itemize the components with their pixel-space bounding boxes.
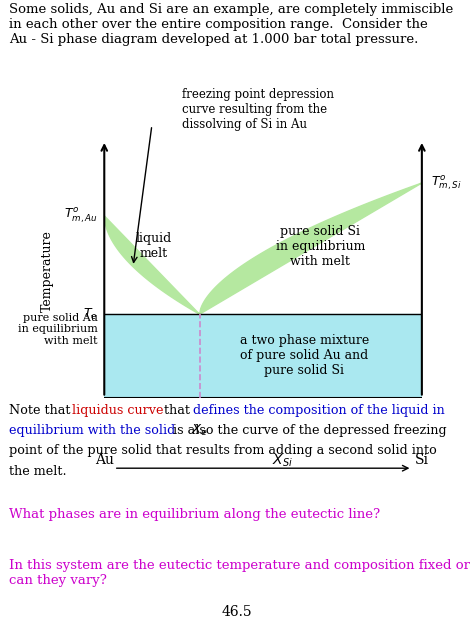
Text: $T^o_{m, Au}$: $T^o_{m, Au}$ bbox=[64, 206, 98, 225]
Text: Temperature: Temperature bbox=[41, 230, 54, 312]
Polygon shape bbox=[104, 183, 422, 314]
Text: $X_e$: $X_e$ bbox=[191, 423, 208, 438]
Text: Note that: Note that bbox=[9, 404, 75, 417]
Text: pure solid Si
in equilibrium
with melt: pure solid Si in equilibrium with melt bbox=[275, 225, 365, 268]
Text: In this system are the eutectic temperature and composition fixed or
can they va: In this system are the eutectic temperat… bbox=[9, 559, 471, 587]
Text: Si: Si bbox=[415, 453, 429, 467]
Text: a two phase mixture
of pure solid Au and
pure solid Si: a two phase mixture of pure solid Au and… bbox=[240, 334, 369, 377]
Text: the melt.: the melt. bbox=[9, 465, 67, 478]
Text: freezing point depression
curve resulting from the
dissolving of Si in Au: freezing point depression curve resultin… bbox=[182, 88, 334, 131]
Text: that: that bbox=[160, 404, 194, 417]
Text: 46.5: 46.5 bbox=[222, 605, 252, 619]
Text: liquid
melt: liquid melt bbox=[136, 232, 172, 260]
Text: $X_{Si}$: $X_{Si}$ bbox=[272, 453, 292, 469]
Text: point of the pure solid that results from adding a second solid into: point of the pure solid that results fro… bbox=[9, 444, 437, 457]
Text: pure solid Au
in equilibrium
with melt: pure solid Au in equilibrium with melt bbox=[18, 313, 98, 346]
Text: is also the curve of the depressed freezing: is also the curve of the depressed freez… bbox=[169, 424, 447, 437]
Text: liquidus curve: liquidus curve bbox=[73, 404, 164, 417]
Text: defines the composition of the liquid in: defines the composition of the liquid in bbox=[193, 404, 445, 417]
Text: Some solids, Au and Si are an example, are completely immiscible
in each other o: Some solids, Au and Si are an example, a… bbox=[9, 3, 454, 46]
Text: What phases are in equilibrium along the eutectic line?: What phases are in equilibrium along the… bbox=[9, 508, 381, 521]
Text: $T_e$: $T_e$ bbox=[83, 307, 98, 322]
Text: $T^o_{m, Si}$: $T^o_{m, Si}$ bbox=[431, 174, 462, 192]
Text: Au: Au bbox=[95, 453, 114, 467]
Text: equilibrium with the solid: equilibrium with the solid bbox=[9, 424, 176, 437]
Polygon shape bbox=[104, 314, 422, 398]
